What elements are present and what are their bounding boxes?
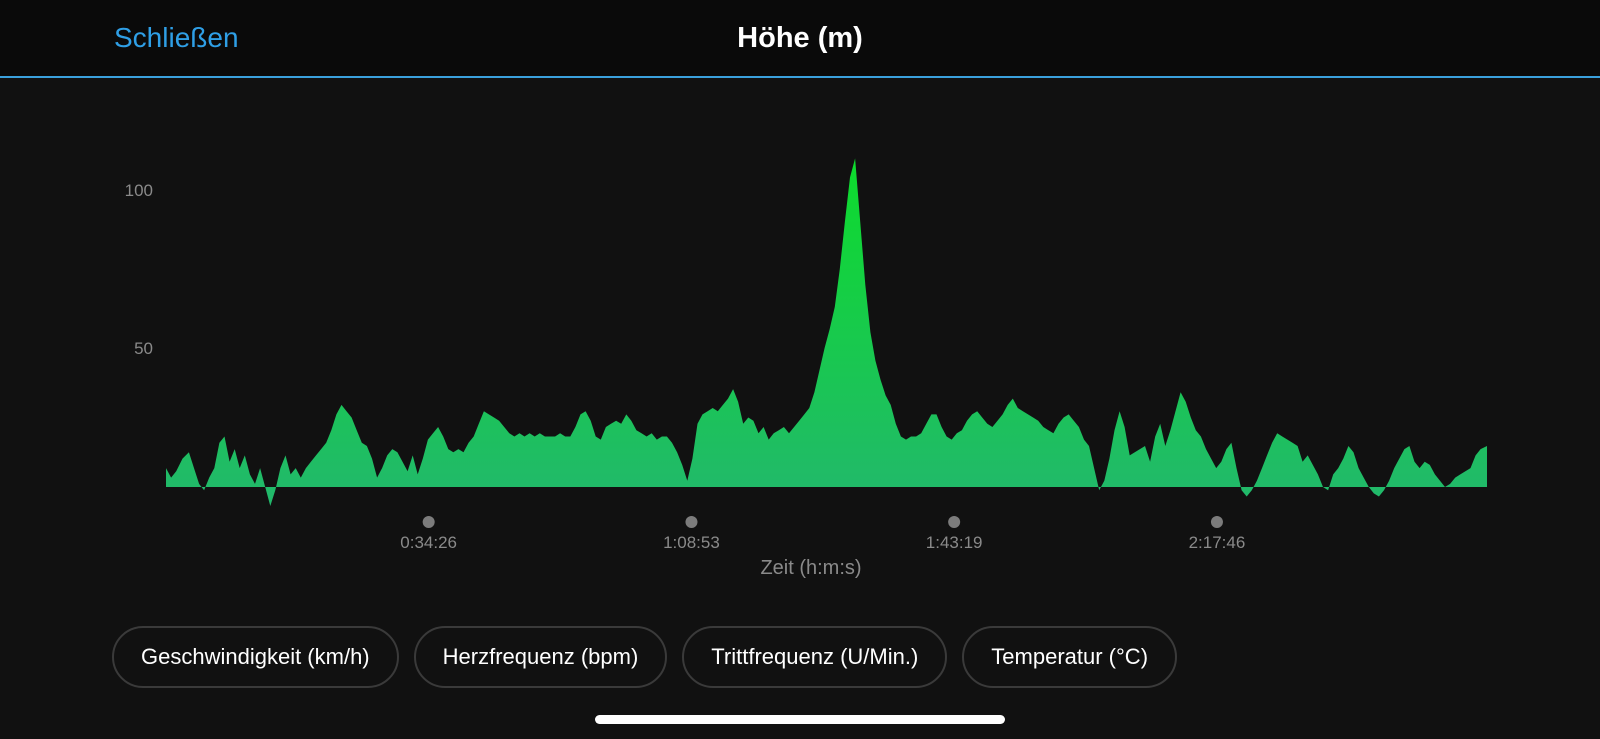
x-tick-marker[interactable] bbox=[1210, 516, 1223, 528]
x-axis-ticks: 0:34:26 1:08:53 1:43:19 2:17:46 bbox=[400, 516, 1245, 552]
tab-cadence[interactable]: Trittfrequenz (U/Min.) bbox=[682, 626, 948, 688]
x-tick-marker[interactable] bbox=[422, 516, 435, 528]
page-title: Höhe (m) bbox=[737, 22, 863, 54]
y-tick-label: 50 bbox=[134, 339, 153, 358]
x-tick-label: 1:08:53 bbox=[663, 533, 720, 552]
tab-speed[interactable]: Geschwindigkeit (km/h) bbox=[112, 626, 399, 688]
x-axis-label: Zeit (h:m:s) bbox=[760, 557, 861, 579]
header-bar: Schließen Höhe (m) bbox=[0, 0, 1600, 78]
close-button[interactable]: Schließen bbox=[114, 22, 239, 53]
x-tick-label: 1:43:19 bbox=[926, 533, 983, 552]
x-tick-label: 0:34:26 bbox=[400, 533, 457, 552]
tab-temperature[interactable]: Temperatur (°C) bbox=[962, 626, 1178, 688]
area-layer bbox=[166, 158, 1487, 506]
metric-tabs: Geschwindigkeit (km/h) Herzfrequenz (bpm… bbox=[112, 626, 1178, 690]
elevation-chart-svg: 50 100 0:34:26 1:08:53 1:43:19 2:17:46 Zeit … bbox=[125, 158, 1487, 579]
x-tick-label: 2:17:46 bbox=[1189, 533, 1246, 552]
home-indicator bbox=[595, 715, 1005, 724]
elevation-area bbox=[166, 158, 1487, 506]
x-tick-marker[interactable] bbox=[948, 516, 961, 528]
tab-heart-rate[interactable]: Herzfrequenz (bpm) bbox=[413, 626, 668, 688]
x-tick-marker[interactable] bbox=[685, 516, 698, 528]
y-tick-label: 100 bbox=[125, 181, 153, 200]
y-axis-ticks: 50 100 bbox=[125, 181, 153, 358]
elevation-chart: 50 100 0:34:26 1:08:53 1:43:19 2:17:46 Zeit … bbox=[0, 80, 1600, 600]
